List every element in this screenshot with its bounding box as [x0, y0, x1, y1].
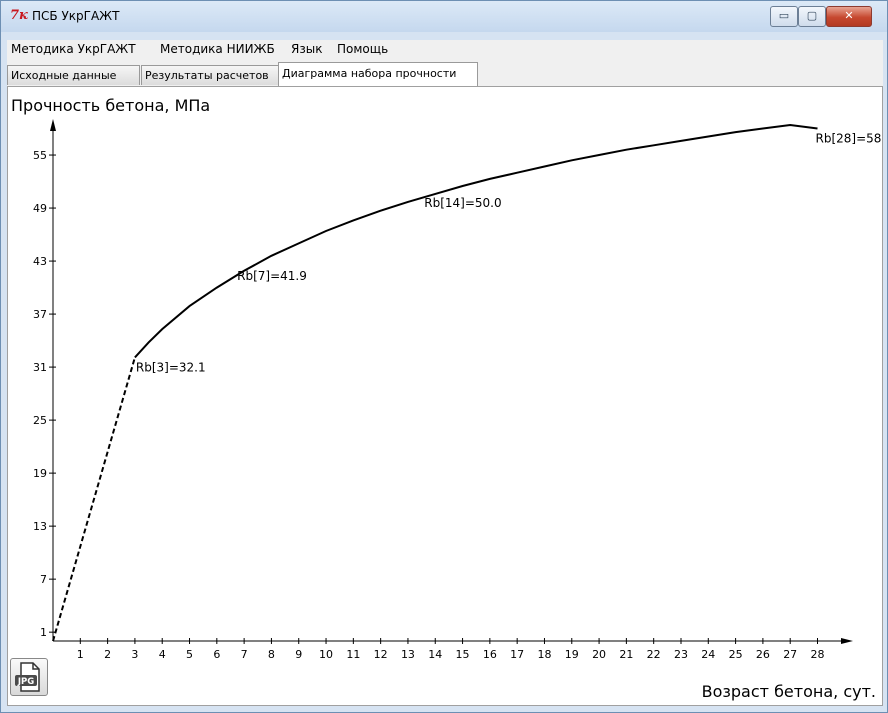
y-tick-label: 55: [33, 149, 47, 162]
maximize-icon: ▢: [806, 9, 818, 22]
data-label: Rb[3]=32.1: [136, 360, 206, 374]
x-tick-label: 12: [374, 648, 388, 661]
x-axis-label: Возраст бетона, сут.: [702, 682, 876, 701]
chart-panel: Прочность бетона, МПа Возраст бетона, су…: [7, 86, 888, 706]
x-tick-label: 3: [131, 648, 138, 661]
x-tick-label: 19: [565, 648, 579, 661]
data-label: Rb[7]=41.9: [237, 269, 307, 283]
export-jpg-button[interactable]: JPG: [10, 658, 48, 696]
x-tick-label: 6: [213, 648, 220, 661]
x-tick-label: 5: [186, 648, 193, 661]
x-tick-label: 15: [456, 648, 470, 661]
menu-item-method-ukrgazht[interactable]: Методика УкрГАЖТ: [11, 42, 136, 56]
x-tick-label: 16: [483, 648, 497, 661]
x-tick-label: 13: [401, 648, 415, 661]
x-tick-label: 25: [729, 648, 743, 661]
minimize-icon: ▭: [778, 9, 790, 22]
y-axis-arrow: [50, 119, 56, 131]
y-tick-label: 43: [33, 255, 47, 268]
x-tick-label: 18: [537, 648, 551, 661]
app-logo-icon: 7к: [10, 8, 28, 23]
tab-input-data[interactable]: Исходные данные: [7, 65, 140, 85]
tab-strip: Исходные данные Результаты расчетов Диаг…: [7, 60, 883, 86]
tab-strength-diagram[interactable]: Диаграмма набора прочности: [278, 62, 478, 86]
x-tick-label: 27: [783, 648, 797, 661]
data-label: Rb[14]=50.0: [424, 196, 501, 210]
x-tick-label: 10: [319, 648, 333, 661]
y-axis-label: Прочность бетона, МПа: [11, 96, 210, 115]
x-tick-label: 1: [77, 648, 84, 661]
minimize-button[interactable]: ▭: [770, 6, 798, 27]
data-label: Rb[28]=58.0: [816, 132, 882, 146]
jpg-file-icon: JPG: [15, 662, 40, 692]
x-tick-label: 14: [428, 648, 442, 661]
y-tick-label: 13: [33, 520, 47, 533]
y-tick-label: 1: [40, 626, 47, 639]
maximize-button[interactable]: ▢: [798, 6, 826, 27]
x-tick-label: 17: [510, 648, 524, 661]
y-tick-label: 49: [33, 202, 47, 215]
menu-bar: Методика УкрГАЖТ Методика НИИЖБ Язык Пом…: [7, 40, 883, 60]
window-title: ПСБ УкрГАЖТ: [32, 9, 120, 23]
x-tick-label: 7: [241, 648, 248, 661]
menu-item-language[interactable]: Язык: [291, 42, 323, 56]
x-axis-arrow: [841, 638, 853, 644]
y-tick-label: 31: [33, 361, 47, 374]
chart-axes: [50, 119, 853, 644]
close-button[interactable]: ✕: [826, 6, 872, 27]
x-tick-label: 8: [268, 648, 275, 661]
strength-chart: Прочность бетона, МПа Возраст бетона, су…: [11, 96, 888, 701]
close-icon: ✕: [844, 9, 854, 22]
y-tick-label: 7: [40, 573, 47, 586]
menu-item-method-niizhb[interactable]: Методика НИИЖБ: [160, 42, 275, 56]
series-line-dashed: [52, 357, 136, 642]
y-tick-label: 37: [33, 308, 47, 321]
x-tick-label: 20: [592, 648, 606, 661]
y-tick-label: 25: [33, 414, 47, 427]
x-tick-label: 22: [647, 648, 661, 661]
x-tick-label: 21: [619, 648, 633, 661]
series-line-solid: [134, 123, 818, 359]
x-tick-label: 24: [701, 648, 715, 661]
title-bar[interactable]: 7к ПСБ УкрГАЖТ ▭ ▢ ✕: [1, 1, 887, 32]
x-tick-label: 9: [295, 648, 302, 661]
jpg-button-label: JPG: [17, 677, 34, 687]
chart-series: [52, 123, 818, 642]
x-tick-label: 23: [674, 648, 688, 661]
chart-annotations: Rb[3]=32.1 Rb[7]=41.9 Rb[14]=50.0 Rb[28]=58…: [136, 132, 888, 375]
x-tick-label: 2: [104, 648, 111, 661]
x-tick-label: 28: [811, 648, 825, 661]
x-tick-label: 11: [346, 648, 360, 661]
x-tick-label: 4: [159, 648, 166, 661]
y-tick-label: 19: [33, 467, 47, 480]
menu-item-help[interactable]: Помощь: [337, 42, 389, 56]
chart-ticks: 1 2 3 4 5 6 7 8 9 10 11 12 13 14 15 16 17 18 19 20 21 22 23 24 2…: [33, 149, 825, 661]
tab-results[interactable]: Результаты расчетов: [141, 65, 279, 85]
x-tick-label: 26: [756, 648, 770, 661]
